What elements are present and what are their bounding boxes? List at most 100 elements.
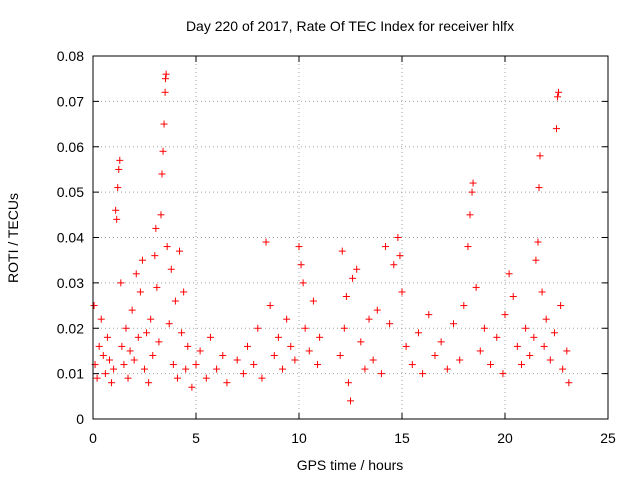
x-tick-label: 5: [192, 430, 200, 446]
data-point: [114, 184, 122, 192]
data-point: [301, 324, 309, 332]
data-point: [155, 338, 163, 346]
data-point: [550, 329, 558, 337]
data-point: [153, 283, 161, 291]
data-point: [540, 342, 548, 350]
grid-lines: [93, 56, 608, 419]
data-point: [274, 333, 282, 341]
data-point: [254, 324, 262, 332]
data-point: [90, 302, 98, 310]
data-point: [171, 297, 179, 305]
data-point: [414, 329, 422, 337]
data-point: [162, 70, 170, 78]
data-point: [542, 315, 550, 323]
data-point: [526, 351, 534, 359]
data-point: [535, 184, 543, 192]
data-point: [188, 383, 196, 391]
data-point: [559, 365, 567, 373]
data-point: [165, 320, 173, 328]
data-point: [115, 165, 123, 173]
data-point: [431, 351, 439, 359]
data-point: [522, 324, 530, 332]
y-tick-label: 0.08: [57, 48, 84, 64]
data-point: [466, 211, 474, 219]
data-point: [314, 361, 322, 369]
data-point: [160, 120, 168, 128]
data-point: [347, 397, 354, 405]
data-point: [419, 370, 427, 378]
data-point: [128, 306, 136, 314]
y-tick-labels: 0 0.01 0.02 0.03 0.04 0.05 0.06 0.07 0.08: [57, 48, 84, 427]
data-point: [469, 179, 477, 187]
axis-ticks: [92, 55, 609, 420]
data-point: [464, 243, 472, 251]
data-point: [408, 361, 416, 369]
data-point: [99, 351, 107, 359]
data-point: [450, 320, 457, 328]
data-point: [262, 238, 270, 246]
data-point: [536, 152, 544, 160]
data-point: [219, 351, 227, 359]
data-point: [369, 356, 377, 364]
data-point: [213, 365, 221, 373]
data-point: [239, 370, 247, 378]
data-point: [95, 342, 103, 350]
data-point: [159, 147, 167, 155]
data-point: [105, 356, 113, 364]
data-point: [340, 324, 348, 332]
data-point: [534, 238, 542, 246]
y-tick-label: 0.03: [57, 275, 84, 291]
y-tick-label: 0.06: [57, 139, 84, 155]
data-point: [349, 274, 357, 282]
data-point: [390, 261, 398, 269]
data-point: [487, 361, 495, 369]
data-point: [299, 279, 307, 287]
data-point: [279, 365, 287, 373]
data-point: [295, 243, 303, 251]
data-point: [476, 347, 484, 355]
data-point: [93, 374, 101, 382]
data-point: [167, 265, 175, 273]
data-point: [101, 370, 109, 378]
data-point: [223, 379, 231, 387]
data-point: [305, 347, 313, 355]
data-point: [202, 374, 210, 382]
data-point: [258, 374, 266, 382]
data-point: [291, 356, 299, 364]
data-point: [112, 206, 120, 214]
data-point: [309, 297, 317, 305]
data-point: [287, 342, 295, 350]
data-point: [161, 88, 169, 96]
data-point: [116, 156, 124, 164]
y-tick-label: 0.04: [57, 230, 84, 246]
data-point: [182, 365, 190, 373]
chart-title: Day 220 of 2017, Rate Of TEC Index for r…: [186, 18, 514, 34]
data-point: [169, 361, 177, 369]
data-point: [554, 93, 562, 101]
data-point: [178, 329, 186, 337]
data-point: [138, 256, 146, 264]
x-tick-label: 25: [600, 430, 616, 446]
data-point: [509, 292, 517, 300]
data-point: [122, 324, 130, 332]
data-point: [134, 333, 142, 341]
data-point: [377, 370, 385, 378]
data-point: [163, 243, 171, 251]
data-point: [546, 356, 554, 364]
data-point: [113, 215, 121, 223]
data-point: [196, 347, 204, 355]
data-point: [316, 333, 324, 341]
data-point: [336, 351, 344, 359]
data-point: [118, 342, 126, 350]
data-point: [126, 347, 134, 355]
data-point: [145, 379, 153, 387]
data-point: [143, 329, 151, 337]
data-point: [342, 292, 350, 300]
data-point: [361, 365, 369, 373]
data-point: [233, 356, 241, 364]
data-point: [108, 379, 116, 387]
data-point: [396, 252, 404, 260]
data-point: [555, 88, 563, 96]
data-point: [250, 361, 258, 369]
